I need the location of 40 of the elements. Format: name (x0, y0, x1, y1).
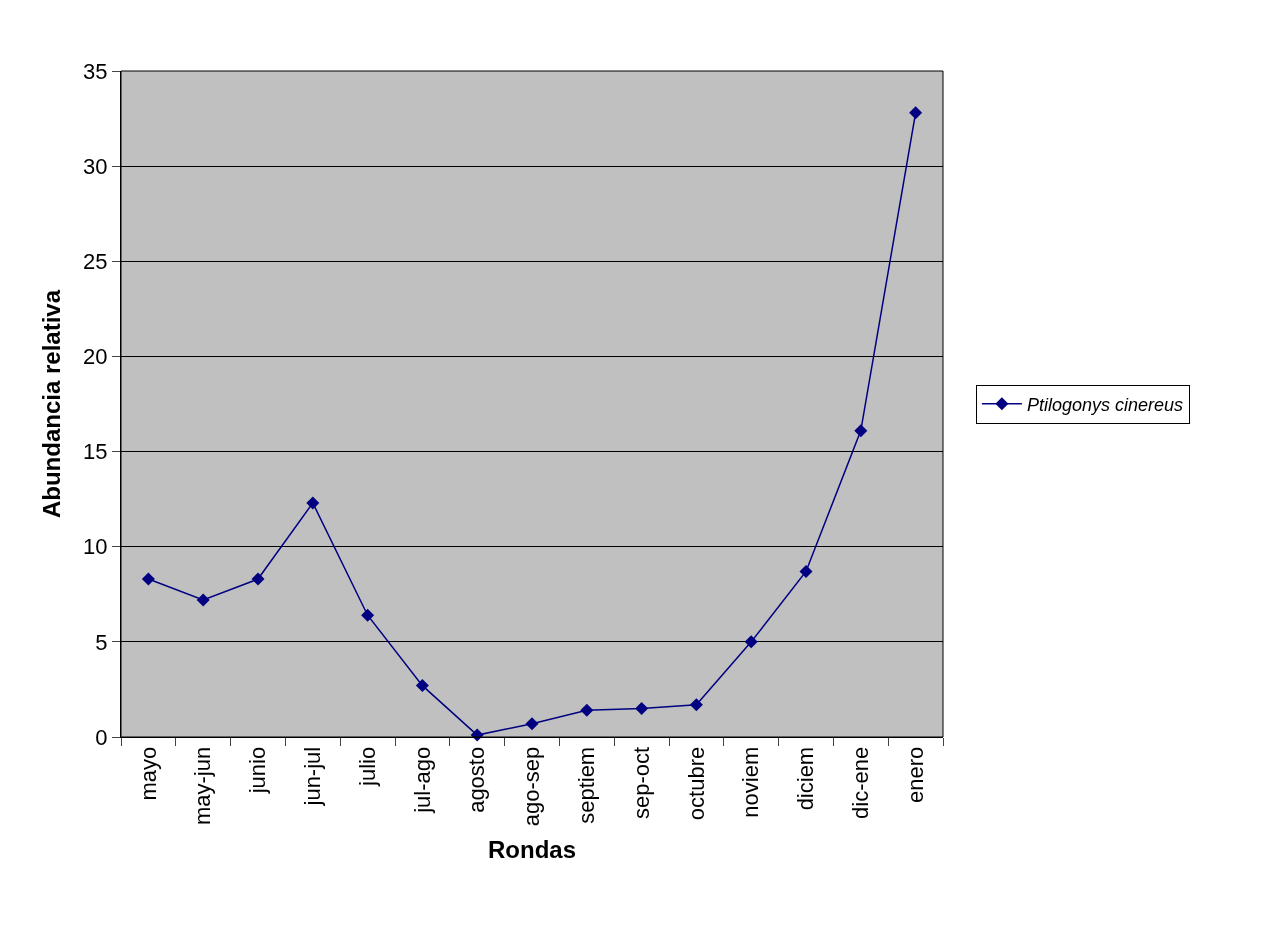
point (909, 106, 923, 120)
x-tick-label: dic-ene (847, 746, 873, 819)
point (525, 717, 539, 731)
point (635, 701, 649, 715)
point (689, 698, 703, 712)
x-tick-label: agosto (464, 746, 490, 813)
x-tick-label: mayo (135, 746, 161, 801)
y-axis-title: Abundancia relativa (38, 289, 66, 519)
x-axis-title: Rondas (487, 835, 577, 863)
point (580, 703, 594, 717)
x-tick-label: junio (245, 746, 271, 795)
y-tick-label: 10 (83, 534, 108, 560)
point (251, 572, 265, 586)
x-tick-label: jun-jul (299, 746, 325, 807)
point (854, 424, 868, 438)
point (141, 572, 155, 586)
x-tick-label: jul-ago (409, 746, 435, 814)
x-tick-label: ago-sep (519, 746, 545, 827)
x-tick-label: septiem (573, 746, 599, 824)
x-tick-label: noviem (738, 746, 764, 818)
y-tick-label: 0 (95, 724, 108, 750)
point (196, 593, 210, 607)
point (799, 564, 813, 578)
y-tick-label: 30 (83, 153, 108, 179)
legend-label: Ptilogonys cinereus (1026, 394, 1183, 415)
point (361, 608, 375, 622)
point (744, 635, 758, 649)
point (306, 496, 320, 510)
y-tick-label: 15 (83, 439, 108, 465)
y-tick-label: 25 (83, 248, 108, 274)
y-tick-label: 5 (95, 629, 108, 655)
x-tick-label: sep-oct (628, 746, 654, 819)
x-tick-label: julio (354, 746, 380, 787)
x-tick-label: enero (902, 746, 928, 804)
y-tick-label: 20 (83, 344, 108, 370)
x-tick-label: may-jun (190, 746, 216, 826)
x-tick-label: diciem (793, 746, 819, 811)
y-tick-label: 35 (83, 58, 108, 84)
point (415, 679, 429, 693)
x-tick-label: octubre (683, 746, 709, 821)
